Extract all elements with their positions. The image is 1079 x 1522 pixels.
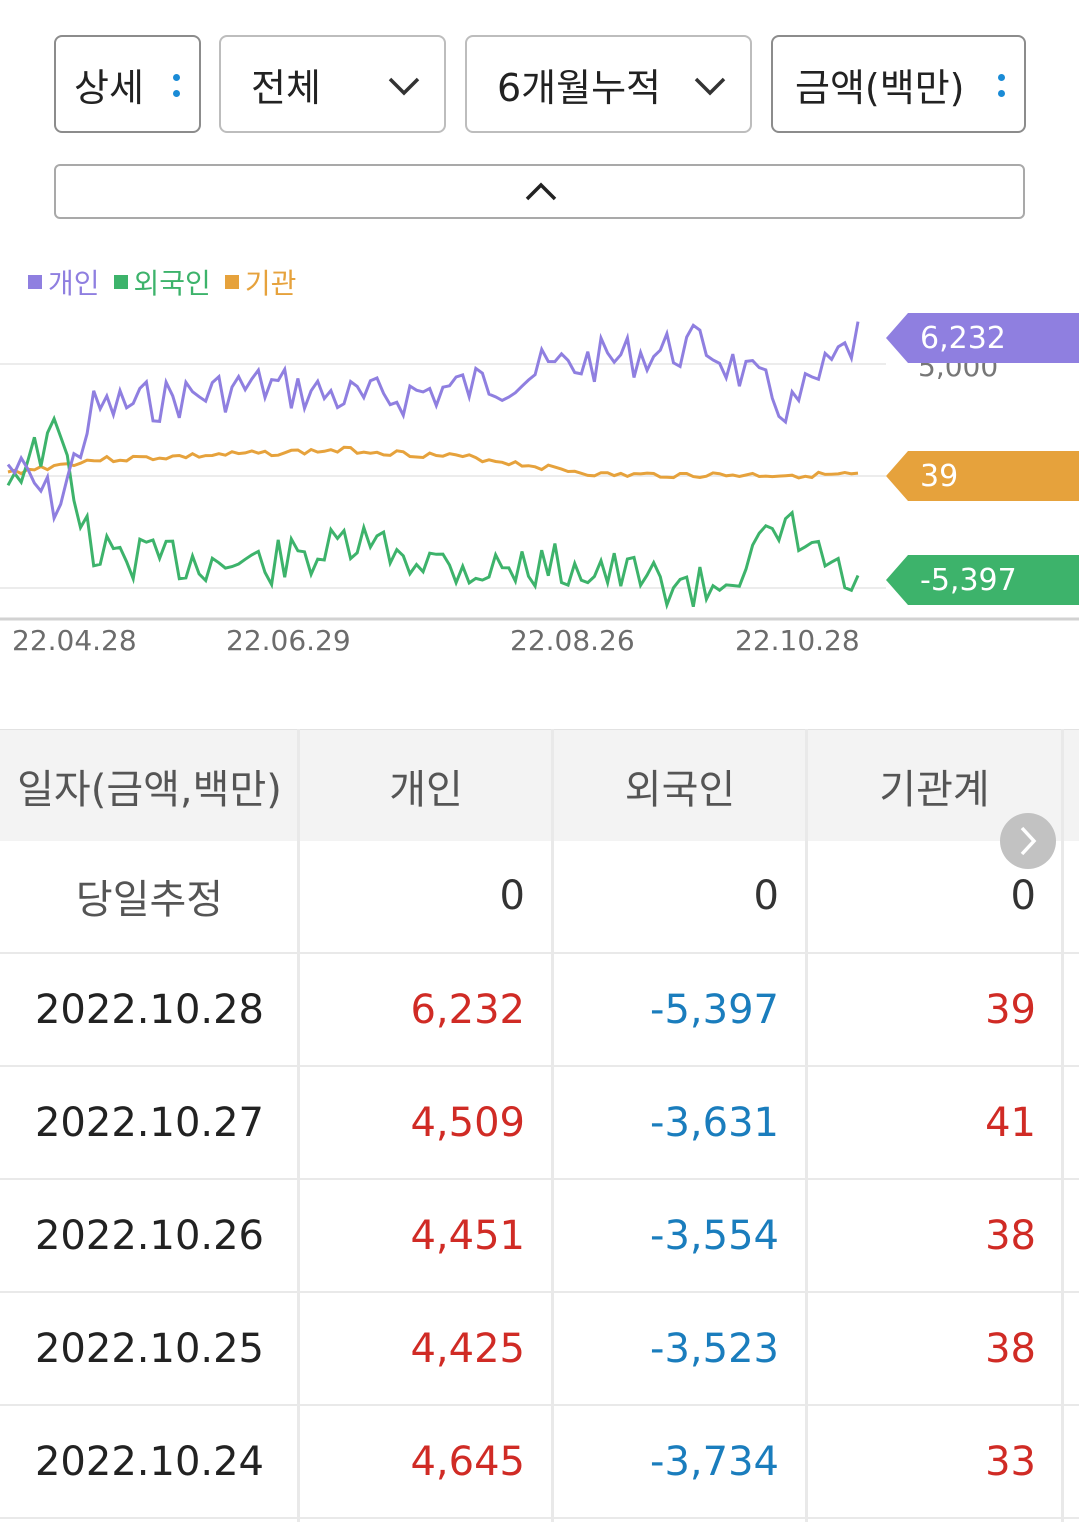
- x-tick-label: 22.08.26: [510, 624, 635, 657]
- table-header: 일자(금액,백만) 개인 외국인 기관계: [0, 729, 1079, 841]
- institution-value: 38: [985, 1212, 1036, 1259]
- legend-item-institution: 기관: [224, 262, 297, 302]
- row-divider: [0, 1404, 1079, 1406]
- legend-label: 외국인: [133, 267, 211, 300]
- unit-select-label: 금액(백만): [795, 65, 965, 110]
- chevron-down-icon: [694, 77, 726, 96]
- unit-select[interactable]: 금액(백만): [771, 35, 1026, 133]
- legend-label: 기관: [244, 267, 297, 300]
- column-divider: [297, 729, 300, 1522]
- table-row: 당일추정 0 0 0: [0, 840, 1079, 953]
- type-select[interactable]: 상세: [54, 35, 201, 133]
- x-tick-label: 22.10.28: [735, 624, 860, 657]
- period-select[interactable]: 6개월누적: [465, 35, 752, 133]
- header-date: 일자(금액,백만): [17, 766, 282, 813]
- foreign-value: -3,631: [650, 1099, 779, 1146]
- collapse-toggle-button[interactable]: [54, 164, 1025, 219]
- legend-swatch: [28, 275, 42, 289]
- column-divider: [805, 729, 808, 1522]
- legend-item-individual: 개인: [28, 262, 100, 302]
- series-line-institution: [7, 445, 859, 480]
- header-foreign: 외국인: [624, 766, 736, 813]
- foreign-last-value: -5,397: [920, 562, 1017, 598]
- series-line-individual: [6, 321, 860, 524]
- column-divider: [551, 729, 554, 1522]
- individual-value: 0: [499, 872, 525, 919]
- x-tick-label: 22.04.28: [12, 624, 137, 657]
- table-row: 2022.10.26 4,451 -3,554 38: [0, 1180, 1079, 1291]
- individual-value: 4,509: [410, 1099, 525, 1146]
- table-row: 2022.10.24 4,645 -3,734 33: [0, 1406, 1079, 1517]
- header-institution: 기관계: [879, 766, 990, 813]
- foreign-value: 0: [753, 872, 779, 919]
- institution-value: 0: [1010, 872, 1036, 919]
- chevron-down-icon: [388, 77, 420, 96]
- scope-select[interactable]: 전체: [219, 35, 446, 133]
- table-row: 2022.10.27 4,509 -3,631 41: [0, 1067, 1079, 1178]
- foreign-value-tag: -5,397: [886, 555, 1079, 605]
- x-tick-label: 22.06.29: [226, 624, 351, 657]
- column-divider: [1061, 729, 1064, 1522]
- row-divider: [0, 1291, 1079, 1293]
- header-individual: 개인: [389, 766, 463, 813]
- row-divider: [0, 1065, 1079, 1067]
- row-divider: [0, 952, 1079, 954]
- individual-value: 4,451: [410, 1212, 525, 1259]
- scroll-right-button[interactable]: [1000, 813, 1056, 869]
- institution-value: 41: [985, 1099, 1036, 1146]
- row-label: 당일추정: [75, 876, 224, 923]
- period-select-label: 6개월누적: [497, 65, 662, 110]
- legend-swatch: [113, 275, 128, 289]
- institution-value: 39: [985, 986, 1036, 1033]
- chart-legend: 개인 외국인 기관: [28, 262, 310, 302]
- row-date: 2022.10.28: [34, 986, 265, 1033]
- institution-value: 33: [985, 1438, 1036, 1485]
- table-row: 2022.10.25 4,425 -3,523 38: [0, 1293, 1079, 1404]
- individual-value: 4,645: [410, 1438, 525, 1485]
- investor-table: 일자(금액,백만) 개인 외국인 기관계 당일추정 0 0 0 2022.10.…: [0, 729, 1079, 1522]
- series-line-foreign: [6, 414, 860, 610]
- chevron-right-icon: [1020, 826, 1037, 856]
- chevron-up-icon: [525, 182, 557, 201]
- row-date: 2022.10.26: [34, 1212, 265, 1259]
- foreign-value: -5,397: [650, 986, 779, 1033]
- more-dots-icon: [173, 74, 181, 98]
- foreign-value: -3,734: [650, 1438, 779, 1485]
- foreign-value: -3,523: [650, 1325, 779, 1372]
- legend-item-foreign: 외국인: [113, 262, 211, 302]
- institution-last-value: 39: [920, 458, 959, 494]
- individual-last-value: 6,232: [920, 320, 1006, 356]
- institution-value: 38: [985, 1325, 1036, 1372]
- row-date: 2022.10.24: [34, 1438, 265, 1485]
- row-date: 2022.10.27: [34, 1099, 265, 1146]
- table-row: 2022.10.28 6,232 -5,397 39: [0, 954, 1079, 1065]
- individual-value-tag: 6,232: [886, 313, 1079, 363]
- individual-value: 6,232: [410, 986, 525, 1033]
- row-date: 2022.10.25: [34, 1325, 265, 1372]
- legend-label: 개인: [48, 267, 100, 300]
- foreign-value: -3,554: [650, 1212, 779, 1259]
- more-dots-icon: [998, 74, 1006, 98]
- scope-select-label: 전체: [251, 65, 321, 110]
- type-select-label: 상세: [74, 65, 144, 110]
- legend-swatch: [224, 275, 239, 289]
- institution-value-tag: 39: [886, 451, 1079, 501]
- row-divider: [0, 1517, 1079, 1519]
- individual-value: 4,425: [410, 1325, 525, 1372]
- row-divider: [0, 1178, 1079, 1180]
